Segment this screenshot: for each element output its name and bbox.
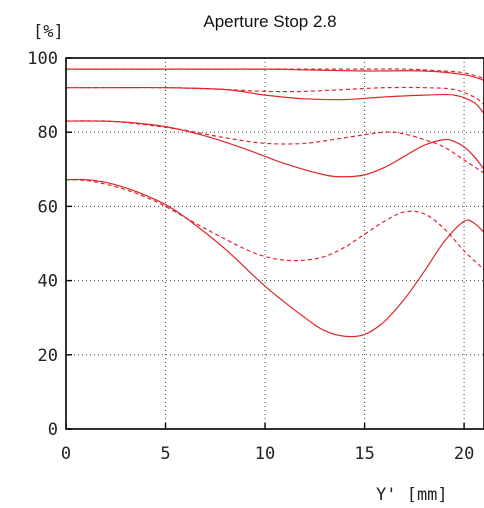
y-tick-label: 60 xyxy=(38,197,58,217)
chart-title: Aperture Stop 2.8 xyxy=(203,12,336,31)
y-tick-label: 0 xyxy=(48,420,58,440)
x-tick-label: 0 xyxy=(61,444,71,464)
x-tick-label: 15 xyxy=(354,444,374,464)
y-axis-label: [%] xyxy=(33,22,64,42)
grid xyxy=(66,58,484,429)
mtf-curve-6-dashed xyxy=(65,120,484,174)
ticks: 0 5 10 15 20 0 20 40 60 80 100 xyxy=(27,49,474,464)
x-axis-label: Y' [mm] xyxy=(376,485,448,505)
mtf-curve-7-solid xyxy=(65,178,484,338)
y-tick-label: 40 xyxy=(38,272,58,292)
x-tick-label: 5 xyxy=(160,444,170,464)
mtf-curve-1-solid xyxy=(66,68,484,81)
y-tick-label: 100 xyxy=(27,49,58,69)
y-tick-label: 20 xyxy=(38,346,58,366)
plot-frame xyxy=(65,57,484,430)
mtf-curve-8-dashed xyxy=(65,179,484,270)
curves xyxy=(65,68,484,338)
x-tick-label: 10 xyxy=(255,444,275,464)
mtf-curve-5-solid xyxy=(65,120,484,178)
y-tick-label: 80 xyxy=(38,123,58,143)
mtf-curve-4-dashed xyxy=(65,86,484,105)
x-tick-label: 20 xyxy=(454,444,474,464)
mtf-curve-3-solid xyxy=(65,86,484,115)
